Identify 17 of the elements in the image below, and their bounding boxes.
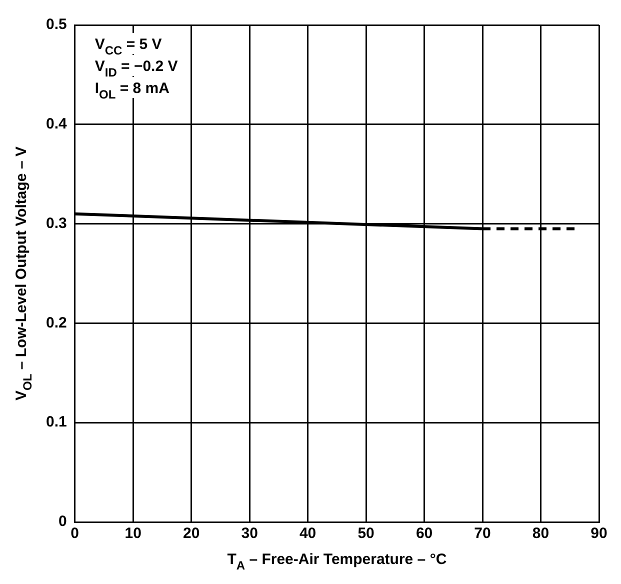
y-tick-label: 0.4: [46, 116, 68, 133]
x-tick-label: 30: [241, 525, 258, 542]
y-tick-label: 0.2: [46, 314, 67, 332]
x-tick-label: 90: [590, 525, 608, 542]
y-tick-label: 0.3: [46, 214, 67, 232]
x-tick-label: 0: [70, 525, 80, 542]
y-tick-label: 0.5: [46, 16, 67, 34]
x-tick-label: 50: [358, 525, 374, 542]
x-tick-label: 80: [532, 525, 550, 542]
y-tick-label: 0: [58, 513, 67, 530]
x-tick-label: 40: [299, 525, 316, 542]
x-tick-label: 20: [182, 525, 200, 542]
y-tick-label: 0.1: [46, 414, 67, 431]
y-axis-title: VOL – Low-Level Output Voltage – V: [13, 146, 34, 400]
x-tick-label: 10: [124, 525, 142, 542]
x-tick-label: 60: [416, 525, 433, 542]
x-tick-label: 70: [474, 525, 491, 542]
